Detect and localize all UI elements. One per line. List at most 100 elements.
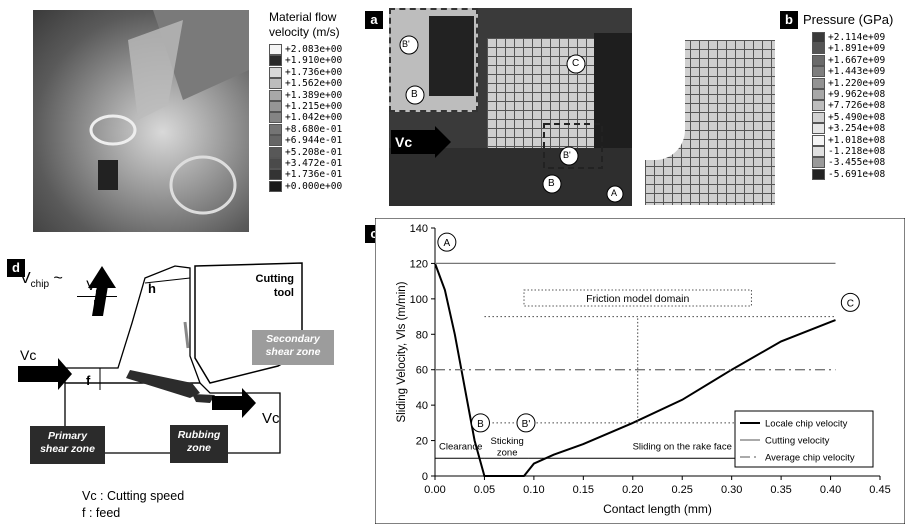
panel-label-b: b [780,11,798,29]
flow-legend-swatch [269,158,282,170]
flow-legend-swatch [269,55,282,67]
pressure-legend-rows: +2.114e+09 +1.891e+09 +1.667e+09 +1.443e+09… [812,32,885,180]
pressure-legend-swatch [812,32,825,43]
callout-b: B [477,419,484,430]
flow-legend-title-2: velocity (m/s) [269,25,340,39]
flow-legend-row: +8.680e-01 [269,123,369,135]
callout-circle-a [437,232,457,252]
h-label: h [148,281,156,296]
pressure-legend-value: +9.962e+08 [828,89,886,101]
callout-circle-b_prime [516,413,536,433]
pressure-legend-row: +3.254e+08 [812,123,886,135]
pressure-legend-row: +1.220e+09 [812,77,886,89]
pressure-legend-swatch [812,43,825,55]
flow-legend-swatch [269,44,282,55]
flow-legend-row: +3.472e-01 [269,158,369,170]
vc-right-label: Vc [262,410,280,427]
chart-frame [375,218,905,524]
pressure-legend-swatch [812,111,825,123]
callout-circle-c [840,292,860,312]
caption-f: f : feed [82,506,121,520]
y-tick-label: 80 [416,329,428,341]
flow-legend-value: +3.472e-01 [285,158,343,170]
vchip-equation: Vchip ~ [20,270,63,290]
flow-legend-row: +1.042e+00 [269,112,369,124]
vc-left-label: Vc [20,347,37,363]
flow-legend-swatch [269,146,282,158]
panel-label-a: a [365,11,383,29]
callout-b_prime: B' [522,419,531,430]
frac-num-rest: .f [100,277,108,293]
flow-legend-value: +0.000e+00 [285,180,343,192]
flow-legend-row: +1.562e+00 [269,78,369,90]
y-tick-label: 60 [416,365,428,377]
pressure-legend-row: +2.114e+09 [812,32,885,43]
pressure-legend-row: +7.726e+08 [812,100,885,112]
pressure-legend-row: -5.691e+08 [812,168,885,180]
frac-num-sub: c [95,285,101,296]
flow-legend-row: +6.944e-01 [269,135,369,147]
rubbing-line-2: zone [187,442,211,454]
callout-a-a: A [611,188,618,198]
flow-legend-title-1: Material flow [269,10,337,24]
clearance-label: Clearance [439,441,482,452]
sliding-label: Sliding on the rake face [633,441,732,452]
flow-legend-row: +1.736e+00 [269,66,369,78]
legend-label-2: Average chip velocity [765,453,855,464]
y-axis-label: Sliding Velocity, Vls (m/min) [396,281,408,422]
flow-legend-value: +8.680e-01 [285,123,343,135]
flow-legend-swatch [269,89,282,101]
vchip-v: V [20,270,31,287]
flow-legend-row: +0.000e+00 [269,180,369,192]
pressure-legend-value: +3.254e+08 [828,123,886,135]
vchip-tilde: ~ [53,270,63,287]
chart-legend [734,410,874,468]
pressure-legend-value: +5.490e+08 [828,111,886,123]
x-tick-label: 0.25 [672,484,693,496]
y-tick-label: 20 [416,436,428,448]
callout-c: C [847,298,854,309]
friction-domain-label: Friction model domain [586,293,689,305]
pressure-legend-row: +9.962e+08 [812,89,886,101]
flow-legend-row: +5.208e-01 [269,146,369,158]
legend-label-1: Cutting velocity [765,436,830,447]
pressure-legend-row: +1.667e+09 [812,54,885,66]
panel-label-d: d [7,259,25,277]
pressure-legend-value: +1.220e+09 [828,77,886,89]
flow-legend-value: +1.562e+00 [285,78,343,90]
flow-legend-rows: +2.083e+00 +1.910e+00 +1.736e+00 +1.562e+00… [269,44,369,192]
callout-b-prime-a: B' [563,150,571,160]
pressure-legend-value: +2.114e+09 [828,32,886,43]
x-axis-label: Contact length (mm) [603,502,712,516]
x-tick-label: 0.40 [820,484,841,496]
panel-b-mesh [645,40,805,205]
legend-label-0: Locale chip velocity [765,419,848,430]
flow-legend: Material flow velocity (m/s) +2.083e+00 +… [269,10,369,192]
rubbing-line-1: Rubbing [177,429,221,441]
flow-legend-value: +1.736e+00 [285,66,343,78]
pressure-legend-row: +1.018e+08 [812,134,885,146]
primary-shear-zone: Primary shear zone [30,426,105,464]
vc-arrow-a: Vc [391,130,437,154]
flow-legend-swatch [269,78,282,90]
flow-legend-swatch [269,112,282,124]
primary-line-1: Primary [47,430,88,442]
feed-label: f [86,373,91,388]
pressure-legend-row: +5.490e+08 [812,111,886,123]
callout-a: A [444,238,451,249]
y-tick-label: 140 [410,223,428,235]
pressure-legend-value: -1.218e+08 [828,146,886,158]
x-tick-label: 0.45 [869,484,890,496]
flow-legend-row: +1.910e+00 [269,55,369,67]
flow-legend-swatch [269,135,282,147]
sticking-label-2: zone [497,448,518,459]
velocity-chart: 0 20 40 60 80 100 120 140 0.00 0.05 0.10 0.15 0.20 0.… [375,218,905,524]
pressure-legend-row: +1.443e+09 [812,66,885,78]
secondary-line-1: Secondary [266,333,320,345]
flow-legend-swatch [269,101,282,113]
flow-legend-value: +1.910e+00 [285,55,343,67]
callout-b-a: B [548,178,555,189]
tool-label-1: Cutting [255,273,294,285]
flow-legend-value: +1.736e-01 [285,169,343,181]
x-tick-label: 0.30 [721,484,742,496]
